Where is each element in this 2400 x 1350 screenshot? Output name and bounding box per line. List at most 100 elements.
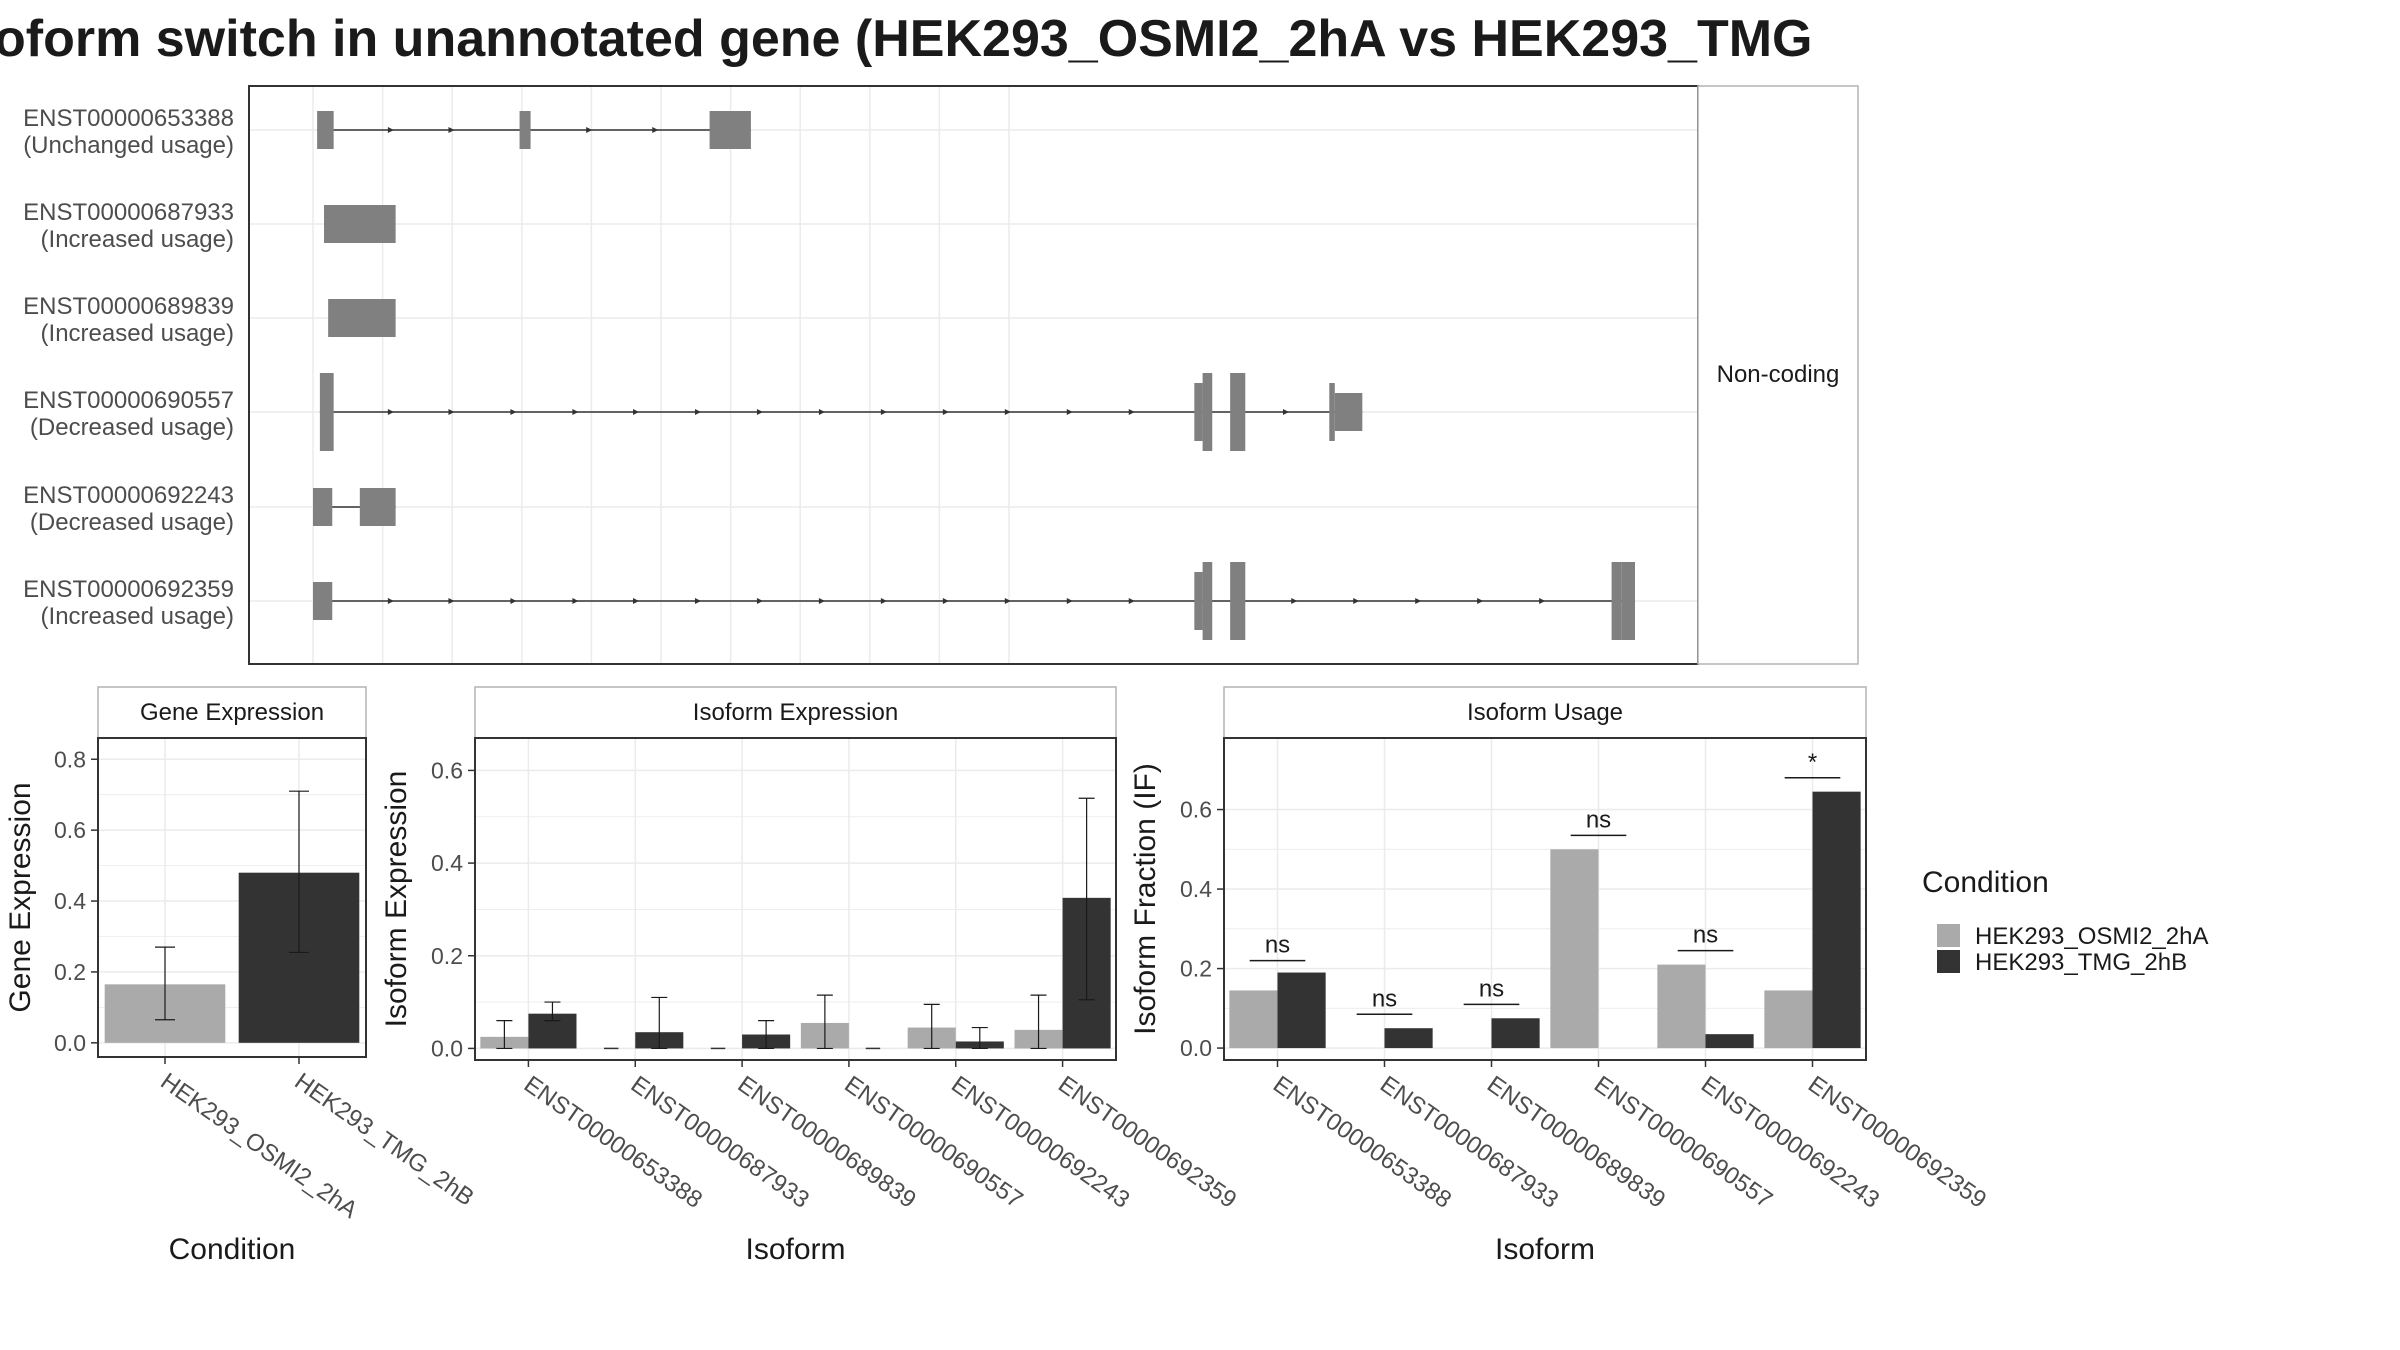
strand-arrow <box>1353 598 1360 604</box>
exon-block <box>1230 562 1246 640</box>
panel-plot-bg <box>475 738 1116 1060</box>
panel-border <box>97 737 367 1058</box>
x-tick-label: ENST00000653388 <box>519 1071 707 1214</box>
x-tick-label: ENST00000689839 <box>1482 1071 1670 1214</box>
x-tick-label: ENST00000692243 <box>946 1071 1134 1214</box>
isoform-id-label: ENST00000653388 <box>23 105 234 132</box>
exon-block <box>709 111 751 149</box>
y-tick-label: 0.6 <box>431 757 463 783</box>
exon-block <box>1194 572 1203 630</box>
exon-block <box>1230 373 1246 451</box>
y-tick-label: 0.0 <box>54 1030 86 1056</box>
facet-strip-label: Non-coding <box>1717 361 1840 388</box>
isoform-id-label: ENST00000689839 <box>23 293 234 320</box>
strand-arrow <box>942 598 949 604</box>
isoform-structure-panel: ENST00000653388(Unchanged usage)ENST0000… <box>23 85 1859 665</box>
bar-HEK293_OSMI2_2hA-ENST00000692243 <box>1657 964 1706 1049</box>
isoform-usage-label: (Decreased usage) <box>30 509 234 536</box>
significance-label: ns <box>1265 932 1290 959</box>
exon-block <box>1202 373 1213 451</box>
bar-HEK293_TMG_2hB-ENST00000692359 <box>1812 791 1861 1049</box>
panel-strip <box>474 686 1117 739</box>
panel-plot-bg <box>1224 738 1866 1060</box>
x-tick-label: ENST00000692243 <box>1696 1071 1884 1214</box>
structure-plot-bg <box>249 86 1698 664</box>
strand-arrow <box>1128 409 1135 415</box>
exon-block <box>359 488 396 526</box>
panel-strip <box>1223 686 1867 739</box>
legend-title: Condition <box>1922 866 2049 899</box>
strand-arrow <box>387 127 394 133</box>
strand-arrow <box>586 127 593 133</box>
y-axis-title: Gene Expression <box>4 782 37 1012</box>
x-axis-title: Isoform <box>1495 1233 1595 1266</box>
strand-arrow <box>880 598 887 604</box>
strand-arrow <box>1415 598 1422 604</box>
strand-arrow <box>1004 409 1011 415</box>
isoform-id-label: ENST00000692243 <box>23 482 234 509</box>
exon-block <box>1611 562 1622 640</box>
strand-arrow <box>387 598 394 604</box>
strand-arrow <box>1539 598 1546 604</box>
exon-block <box>1334 393 1363 431</box>
strand-arrow <box>448 127 455 133</box>
strand-arrow <box>652 127 659 133</box>
panel-strip-label: Isoform Usage <box>1467 699 1623 726</box>
exon-block <box>317 111 334 149</box>
strand-arrow <box>818 598 825 604</box>
facet-strip <box>1697 85 1859 665</box>
y-tick-label: 0.2 <box>1180 956 1212 982</box>
x-tick-label: ENST00000653388 <box>1268 1071 1456 1214</box>
isoform-id-label: ENST00000692359 <box>23 576 234 603</box>
exon-block <box>1194 383 1203 441</box>
strand-arrow <box>572 409 579 415</box>
significance-label: * <box>1808 749 1817 776</box>
strand-arrow <box>818 409 825 415</box>
x-tick-label: ENST00000690557 <box>1589 1071 1777 1214</box>
panel-strip-label: Gene Expression <box>140 699 324 726</box>
strand-arrow <box>756 409 763 415</box>
strand-arrow <box>1066 598 1073 604</box>
strand-arrow <box>448 598 455 604</box>
y-tick-label: 0.2 <box>54 959 86 985</box>
isoform-usage-label: (Increased usage) <box>41 320 234 347</box>
isoform-usage-label: (Decreased usage) <box>30 414 234 441</box>
x-tick-label: ENST00000692359 <box>1053 1071 1241 1214</box>
strand-arrow <box>632 598 639 604</box>
y-tick-label: 0.4 <box>1180 876 1212 902</box>
strand-arrow <box>1128 598 1135 604</box>
significance-label: ns <box>1372 985 1397 1012</box>
panel-strip-label: Isoform Expression <box>693 699 898 726</box>
strand-arrow <box>942 409 949 415</box>
panel-border <box>1223 737 1867 1061</box>
exon-block <box>1202 562 1213 640</box>
y-tick-label: 0.6 <box>1180 797 1212 823</box>
y-tick-label: 0.0 <box>1180 1035 1212 1061</box>
bar-HEK293_OSMI2_2hA-ENST00000690557 <box>1550 849 1599 1049</box>
strand-arrow <box>448 409 455 415</box>
strand-arrow <box>510 598 517 604</box>
figure-title: oform switch in unannotated gene (HEK293… <box>0 10 1812 68</box>
exon-block <box>324 205 396 243</box>
panel-strip <box>97 686 367 739</box>
y-tick-label: 0.6 <box>54 817 86 843</box>
significance-label: ns <box>1479 975 1504 1002</box>
exon-block <box>313 488 333 526</box>
isoform-id-label: ENST00000687933 <box>23 199 234 226</box>
x-axis-title: Isoform <box>745 1233 845 1266</box>
strand-arrow <box>387 409 394 415</box>
strand-arrow <box>1291 598 1298 604</box>
bar-HEK293_TMG_2hB-ENST00000687933 <box>1384 1028 1433 1049</box>
isoform-track-ENST00000692359: ENST00000692359(Increased usage) <box>23 562 1635 640</box>
isoform-track-ENST00000690557: ENST00000690557(Decreased usage) <box>23 373 1363 451</box>
bar-HEK293_OSMI2_2hA-ENST00000692359 <box>1764 990 1813 1049</box>
strand-arrow <box>572 598 579 604</box>
isoform-usage-label: (Increased usage) <box>41 226 234 253</box>
strand-arrow <box>694 409 701 415</box>
strand-arrow <box>756 598 763 604</box>
isoform-track-ENST00000692243: ENST00000692243(Decreased usage) <box>23 482 396 536</box>
bar-HEK293_TMG_2hB-ENST00000689839 <box>1491 1018 1540 1049</box>
significance-label: ns <box>1693 922 1718 949</box>
strand-arrow <box>1066 409 1073 415</box>
isoform-usage-panel: Isoform Usage ns ns ns ns ns * 0.0 0.2 0.4 0.6 ENST… <box>1129 686 1991 1266</box>
